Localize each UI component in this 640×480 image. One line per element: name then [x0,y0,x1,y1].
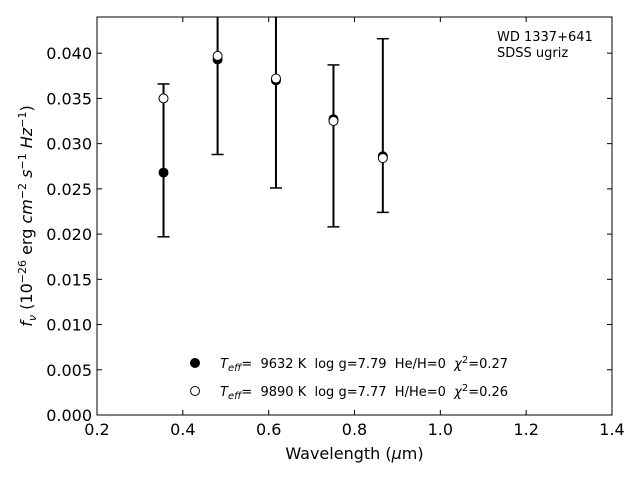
y-tick-label: 0.030 [46,135,92,154]
x-tick-label: 0.2 [84,420,109,439]
errorbars-layer [157,17,389,238]
y-tick-label: 0.040 [46,44,92,63]
annotation-line-2: SDSS ugriz [497,46,568,61]
x-tick-label: 1.4 [599,420,624,439]
ticks-layer: 0.2 0.4 0.6 0.8 1.0 1.2 1.4 0.000 0.005 0.010 0.01… [46,17,625,439]
x-tick-label: 1.2 [513,420,538,439]
x-tick-label: 0.8 [342,420,367,439]
x-tick-label: 0.6 [256,420,281,439]
annotation-line-1: WD 1337+641 [497,30,593,45]
y-tick-label: 0.015 [46,270,92,289]
legend: Teff= 9632 K log g=7.79 He/H=0 χ2=0.27 T… [190,355,508,402]
legend-item-1: Teff= 9632 K log g=7.79 He/H=0 χ2=0.27 [220,355,508,374]
y-tick-label: 0.020 [46,225,92,244]
plot-frame [96,16,613,416]
y-tick-label: 0.035 [46,89,92,108]
y-tick-label: 0.005 [46,361,92,380]
x-tick-label: 0.4 [170,420,195,439]
legend-marker-filled [190,358,200,368]
data-point-open [328,116,339,127]
data-point-open [212,50,223,61]
legend-item-2: Teff= 9890 K log g=7.77 H/He=0 χ2=0.26 [220,383,508,402]
y-tick-label: 0.000 [46,406,92,425]
x-tick-label: 1.0 [428,420,453,439]
data-point-open [270,73,281,84]
y-axis-label: fν (10−26 erg cm−2 s−1 Hz−1) [16,105,39,326]
y-tick-label: 0.010 [46,316,92,335]
data-point-filled [158,167,169,178]
legend-marker-open [190,386,200,396]
x-axis-label: Wavelength (μm) [285,444,423,463]
data-point-open [377,153,388,164]
points-layer [158,50,388,178]
y-tick-label: 0.025 [46,180,92,199]
data-point-open [158,93,169,104]
